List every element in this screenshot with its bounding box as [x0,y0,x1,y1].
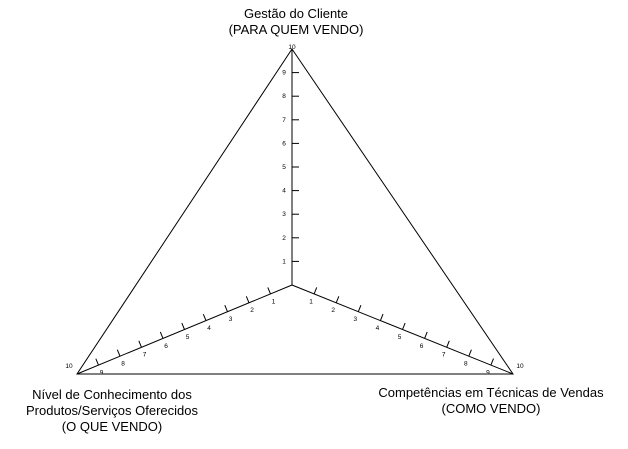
axis-title-top: Gestão do Cliente [243,6,349,21]
tick-label-top-8: 8 [282,93,286,100]
tick-label-right-9: 9 [486,370,490,377]
tick-label-left-3: 3 [229,316,233,323]
tick-mark-left-5 [181,322,185,330]
tick-label-right-4: 4 [376,325,380,332]
tick-mark-left-6 [159,331,164,339]
tick-mark-left-4 [202,313,207,321]
tick-label-top-5: 5 [282,164,286,171]
tick-label-right-10: 10 [516,363,524,370]
tick-label-right-5: 5 [398,334,402,341]
axis-label-right: Competências em Técnicas de Vendas (COMO… [358,385,624,417]
tick-label-top-2: 2 [282,235,286,242]
ticks-group [95,72,494,366]
tick-mark-left-8 [116,349,121,357]
tick-label-left-10: 10 [65,363,73,370]
tick-label-left-6: 6 [164,343,168,350]
tick-mark-right-6 [424,331,428,339]
axis-subtitle-left: (O QUE VENDO) [61,419,163,434]
tick-label-top-1: 1 [282,258,286,265]
tick-mark-right-3 [357,305,362,312]
tick-label-right-6: 6 [420,343,424,350]
tick-label-top-3: 3 [282,211,286,218]
tick-label-right-8: 8 [464,361,468,368]
tick-mark-left-1 [267,287,271,295]
axis-subtitle-top: (PARA QUEM VENDO) [228,22,364,37]
tick-mark-right-8 [468,349,472,357]
axes-group [76,49,514,375]
tick-label-left-4: 4 [207,325,211,332]
tick-label-top-7: 7 [282,117,286,124]
tick-label-top-10: 10 [288,44,296,51]
tick-label-left-9: 9 [100,370,104,377]
tick-mark-left-3 [224,305,228,312]
tick-mark-right-1 [313,287,318,295]
tick-mark-left-2 [245,296,250,303]
tick-mark-left-9 [95,358,99,366]
tick-label-right-7: 7 [442,352,446,359]
tick-mark-right-5 [402,322,406,330]
tick-label-right-2: 2 [331,307,335,314]
tick-mark-right-4 [379,313,384,321]
tick-label-top-6: 6 [282,140,286,147]
tick-label-right-3: 3 [353,316,357,323]
tick-label-right-1: 1 [309,298,313,305]
tick-mark-right-7 [446,340,450,348]
axis-title-left-line2: Produtos/Serviços Oferecidos [26,403,198,418]
tick-label-left-8: 8 [121,361,125,368]
tick-label-left-2: 2 [250,307,254,314]
axis-label-left: Nível de Conhecimento dos Produtos/Servi… [2,387,222,435]
tick-mark-right-2 [335,296,340,303]
axis-title-left: Nível de Conhecimento dos [32,387,192,402]
outer-triangle [76,48,514,375]
axis-title-right: Competências em Técnicas de Vendas [378,385,604,400]
tick-label-top-4: 4 [282,188,286,195]
tick-mark-left-7 [138,340,142,348]
axis-label-top: Gestão do Cliente (PARA QUEM VENDO) [196,6,396,38]
tick-labels-group: 1 2 3 4 5 6 7 8 9 10 1 2 3 4 5 6 7 8 9 10 1 2 3 4 5 6 7 8 9 10 [65,44,524,377]
tick-label-left-7: 7 [143,352,147,359]
tick-label-left-5: 5 [186,334,190,341]
tick-mark-right-9 [490,358,494,366]
axis-subtitle-right: (COMO VENDO) [441,401,541,416]
tick-label-top-9: 9 [282,70,286,77]
tick-label-left-1: 1 [272,298,276,305]
